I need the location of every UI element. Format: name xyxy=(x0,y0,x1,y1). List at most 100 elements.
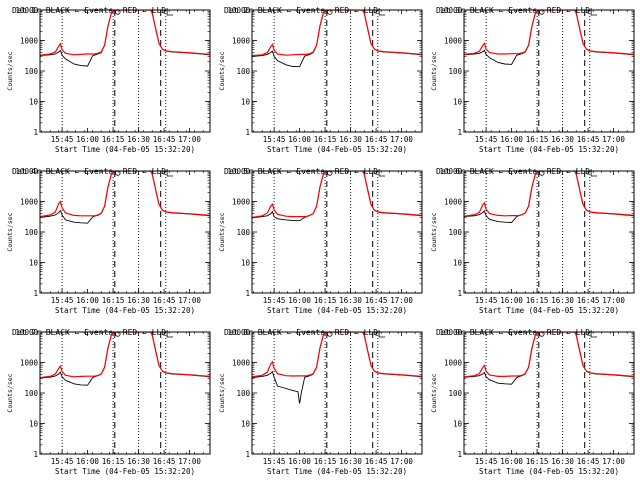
y-tick-label: 1000 xyxy=(232,359,251,368)
x-tick-label: 16:30 xyxy=(127,457,150,466)
series-lld-line xyxy=(464,10,634,55)
end-marker-bracket xyxy=(166,330,174,338)
y-tick-label: 10 xyxy=(453,259,463,268)
y-tick-label: 1000 xyxy=(232,198,251,207)
x-tick-label: 15:45 xyxy=(475,296,498,305)
series-group xyxy=(464,10,634,65)
y-axis-label: Counts/sec xyxy=(6,373,14,412)
panel-8: Det 8r BLACK = Events, RED = LLD11010010… xyxy=(218,328,423,476)
y-tick-label: 1 xyxy=(245,450,250,459)
x-tick-label: 15:45 xyxy=(51,457,74,466)
y-tick-label: 10 xyxy=(29,259,39,268)
x-tick-label: 17:00 xyxy=(178,296,201,305)
y-axis-label: Counts/sec xyxy=(6,212,14,251)
x-tick-label: 16:00 xyxy=(288,135,311,144)
x-tick-label: 16:45 xyxy=(153,296,176,305)
x-tick-label: 16:30 xyxy=(551,296,574,305)
y-tick-label: 10 xyxy=(453,420,463,429)
y-tick-label: 1 xyxy=(33,450,38,459)
y-axis-label: Counts/sec xyxy=(430,212,438,251)
y-axis-label: Counts/sec xyxy=(218,51,226,90)
x-tick-label: 16:45 xyxy=(577,457,600,466)
end-marker-bracket xyxy=(166,169,174,177)
x-tick-label: 15:45 xyxy=(475,135,498,144)
y-tick-label: 1000 xyxy=(444,37,463,46)
x-axis-label: Start Time (04-Feb-05 15:32:20) xyxy=(55,306,195,315)
plot-frame xyxy=(39,9,211,133)
y-axis-label: Counts/sec xyxy=(218,212,226,251)
x-tick-label: 16:15 xyxy=(314,457,337,466)
y-tick-label: 100 xyxy=(236,228,250,237)
series-events-line xyxy=(464,332,634,385)
series-group xyxy=(40,171,210,224)
y-tick-label: 10 xyxy=(29,98,39,107)
y-tick-label: 1 xyxy=(33,128,38,137)
x-tick-label: 16:00 xyxy=(288,457,311,466)
y-tick-label: 1000 xyxy=(444,198,463,207)
y-tick-label: 10000 xyxy=(15,328,38,337)
series-group xyxy=(252,332,422,404)
y-tick-label: 1 xyxy=(33,289,38,298)
y-axis-label: Counts/sec xyxy=(218,373,226,412)
y-tick-label: 1 xyxy=(457,128,462,137)
x-tick-label: 16:00 xyxy=(500,135,523,144)
y-tick-label: 10000 xyxy=(15,6,38,15)
y-tick-label: 1 xyxy=(245,289,250,298)
series-lld-line xyxy=(464,171,634,217)
end-marker-bracket xyxy=(590,8,598,16)
series-group xyxy=(464,171,634,223)
end-marker-bracket xyxy=(378,330,386,338)
y-tick-label: 10 xyxy=(29,420,39,429)
x-tick-label: 17:00 xyxy=(602,296,625,305)
plot-frame xyxy=(463,9,635,133)
y-tick-label: 10000 xyxy=(439,167,462,176)
series-events-line xyxy=(252,10,422,68)
x-tick-label: 16:15 xyxy=(314,135,337,144)
y-axis-label: Counts/sec xyxy=(6,51,14,90)
y-tick-label: 10 xyxy=(241,259,251,268)
y-tick-label: 10 xyxy=(241,98,251,107)
y-tick-label: 100 xyxy=(448,67,462,76)
plot-frame xyxy=(39,170,211,294)
series-lld-line xyxy=(40,171,210,218)
x-tick-label: 16:00 xyxy=(76,457,99,466)
plot-frame xyxy=(463,331,635,455)
y-tick-label: 10000 xyxy=(439,6,462,15)
x-tick-label: 16:30 xyxy=(339,135,362,144)
x-axis-label: Start Time (04-Feb-05 15:32:20) xyxy=(267,306,407,315)
y-tick-label: 10000 xyxy=(227,167,250,176)
series-lld-line xyxy=(252,10,422,57)
x-tick-label: 16:30 xyxy=(127,135,150,144)
panel-9: Det 9r BLACK = Events, RED = LLD11010010… xyxy=(430,328,635,476)
x-tick-label: 16:30 xyxy=(339,296,362,305)
series-events-line xyxy=(40,171,210,224)
y-tick-label: 10000 xyxy=(15,167,38,176)
plot-frame xyxy=(463,170,635,294)
y-tick-label: 100 xyxy=(448,228,462,237)
panel-3: Det 3r BLACK = Events, RED = LLD11010010… xyxy=(430,6,635,154)
x-axis-label: Start Time (04-Feb-05 15:32:20) xyxy=(479,467,619,476)
x-tick-label: 17:00 xyxy=(602,457,625,466)
x-axis-label: Start Time (04-Feb-05 15:32:20) xyxy=(267,145,407,154)
y-tick-label: 10 xyxy=(453,98,463,107)
panel-1: Det 1r BLACK = Events, RED = LLD11010010… xyxy=(6,6,211,154)
panel-4: Det 4r BLACK = Events, RED = LLD11010010… xyxy=(6,167,211,315)
end-marker-bracket xyxy=(378,169,386,177)
plot-frame xyxy=(251,331,423,455)
series-lld-line xyxy=(40,10,210,56)
x-tick-label: 15:45 xyxy=(263,296,286,305)
x-tick-label: 15:45 xyxy=(51,296,74,305)
y-tick-label: 1 xyxy=(457,289,462,298)
y-axis-label: Counts/sec xyxy=(430,51,438,90)
y-tick-label: 100 xyxy=(24,389,38,398)
x-tick-label: 16:15 xyxy=(102,296,125,305)
y-tick-label: 1000 xyxy=(444,359,463,368)
end-marker-bracket xyxy=(590,169,598,177)
series-group xyxy=(40,332,210,386)
y-tick-label: 10000 xyxy=(439,328,462,337)
panel-6: Det 6r BLACK = Events, RED = LLD11010010… xyxy=(430,167,635,315)
x-tick-label: 16:45 xyxy=(577,296,600,305)
x-tick-label: 16:00 xyxy=(500,457,523,466)
end-marker-bracket xyxy=(590,330,598,338)
series-lld-line xyxy=(464,332,634,378)
